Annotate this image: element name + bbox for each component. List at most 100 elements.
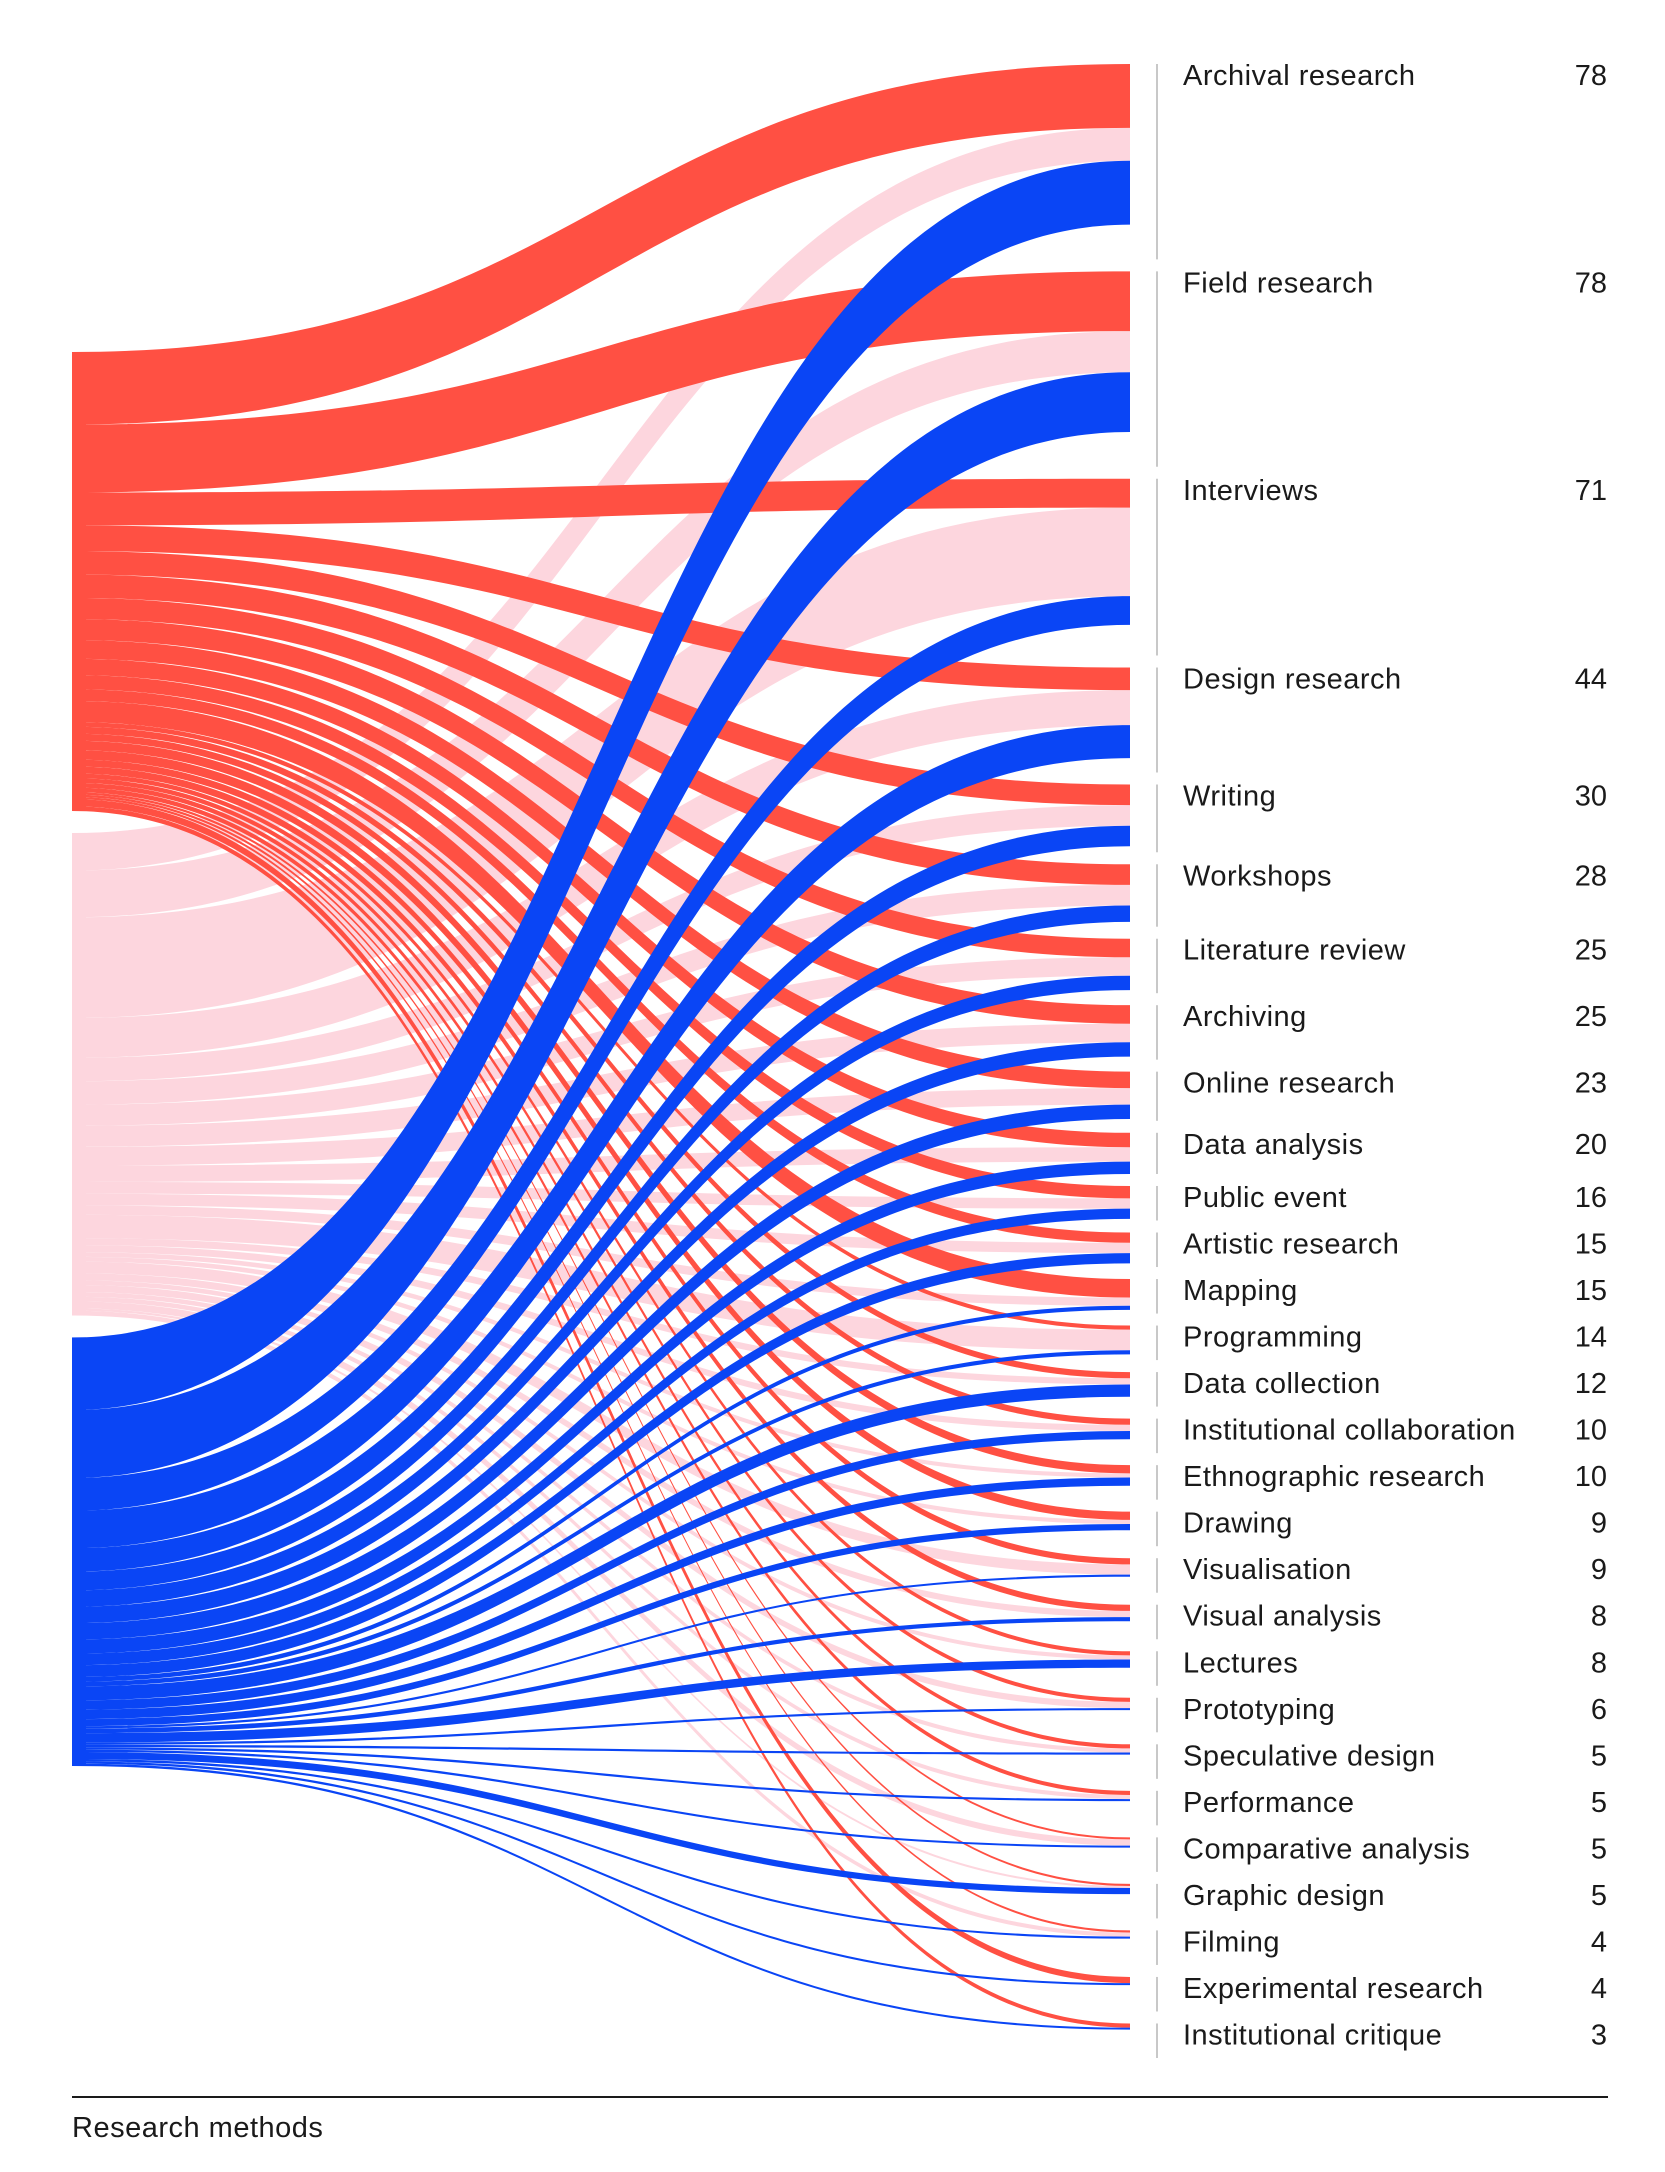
method-label: Prototyping bbox=[1183, 1694, 1335, 1726]
flow-band bbox=[72, 1574, 1130, 1729]
flow-band bbox=[72, 1524, 1130, 1727]
method-label: Institutional collaboration bbox=[1183, 1415, 1516, 1447]
method-label: Interviews bbox=[1183, 475, 1319, 507]
method-count: 4 bbox=[1591, 1973, 1607, 2005]
method-label: Visual analysis bbox=[1183, 1601, 1382, 1633]
method-label: Experimental research bbox=[1183, 1973, 1484, 2005]
flow-band bbox=[72, 1758, 1130, 1939]
method-label: Literature review bbox=[1183, 935, 1406, 967]
flow-band bbox=[72, 1744, 1130, 1755]
flow-band bbox=[72, 690, 1130, 1058]
flow-band bbox=[72, 1238, 1130, 1385]
source-bars bbox=[72, 352, 86, 1766]
flow-band bbox=[72, 740, 1130, 1474]
method-count: 25 bbox=[1575, 935, 1607, 967]
flow-band bbox=[72, 1350, 1130, 1687]
method-count: 23 bbox=[1575, 1068, 1607, 1100]
flow-band bbox=[72, 1659, 1130, 1743]
flow-band bbox=[72, 618, 1130, 1024]
flow-bands bbox=[72, 64, 1130, 2030]
flow-band bbox=[72, 700, 1130, 1298]
method-count: 71 bbox=[1575, 475, 1607, 507]
method-label: Data collection bbox=[1183, 1368, 1381, 1400]
chart-title: Research methods bbox=[72, 2112, 324, 2144]
flow-band bbox=[72, 1292, 1130, 1753]
method-label: Design research bbox=[1183, 664, 1402, 696]
method-label: Lectures bbox=[1183, 1647, 1298, 1679]
method-label: Comparative analysis bbox=[1183, 1833, 1470, 1865]
method-count: 5 bbox=[1591, 1740, 1607, 1772]
footer-rule bbox=[72, 2096, 1608, 2098]
method-label: Archiving bbox=[1183, 1001, 1307, 1033]
flow-band bbox=[72, 825, 1130, 1572]
method-count: 6 bbox=[1591, 1694, 1607, 1726]
method-count: 8 bbox=[1591, 1601, 1607, 1633]
flow-band bbox=[72, 551, 1130, 806]
method-count: 14 bbox=[1575, 1322, 1607, 1354]
method-label: Performance bbox=[1183, 1787, 1355, 1819]
flow-band bbox=[72, 596, 1130, 1511]
method-label: Filming bbox=[1183, 1926, 1280, 1958]
method-count: 15 bbox=[1575, 1229, 1607, 1261]
method-count: 16 bbox=[1575, 1182, 1607, 1214]
method-count: 28 bbox=[1575, 860, 1607, 892]
flow-band bbox=[72, 1161, 1130, 1654]
method-count: 9 bbox=[1591, 1554, 1607, 1586]
method-count: 15 bbox=[1575, 1275, 1607, 1307]
flow-band bbox=[72, 722, 1130, 1330]
flow-band bbox=[72, 905, 1130, 1591]
flow-band bbox=[72, 1384, 1130, 1701]
flow-band bbox=[72, 975, 1130, 1607]
flow-band bbox=[72, 773, 1130, 1656]
source-bar bbox=[72, 352, 86, 812]
flow-band bbox=[72, 574, 1130, 885]
method-label: Drawing bbox=[1183, 1508, 1293, 1540]
source-bar bbox=[72, 1337, 86, 1766]
flow-band bbox=[72, 1273, 1130, 1618]
method-label: Mapping bbox=[1183, 1275, 1298, 1307]
method-count: 5 bbox=[1591, 1787, 1607, 1819]
flow-band bbox=[72, 1761, 1130, 1986]
method-count: 20 bbox=[1575, 1129, 1607, 1161]
flow-band bbox=[72, 372, 1130, 1478]
flow-band bbox=[72, 689, 1130, 1243]
method-label: Artistic research bbox=[1183, 1229, 1399, 1261]
method-count: 44 bbox=[1575, 664, 1607, 696]
method-label: Institutional critique bbox=[1183, 2019, 1442, 2051]
method-count: 12 bbox=[1575, 1368, 1607, 1400]
flow-band bbox=[72, 640, 1130, 1089]
flow-band bbox=[72, 331, 1130, 918]
method-label: Speculative design bbox=[1183, 1740, 1435, 1772]
flow-band bbox=[72, 794, 1130, 1886]
flow-band bbox=[72, 525, 1130, 691]
method-count: 5 bbox=[1591, 1880, 1607, 1912]
flow-band bbox=[72, 1284, 1130, 1709]
method-label: Workshops bbox=[1183, 860, 1332, 892]
method-count: 4 bbox=[1591, 1926, 1607, 1958]
method-label: Writing bbox=[1183, 781, 1276, 813]
method-count: 30 bbox=[1575, 781, 1607, 813]
method-label: Public event bbox=[1183, 1182, 1347, 1214]
flow-band bbox=[72, 1751, 1130, 1895]
flow-band bbox=[72, 1749, 1130, 1848]
flow-band bbox=[72, 1763, 1130, 2030]
flow-band bbox=[72, 1042, 1130, 1624]
method-label: Visualisation bbox=[1183, 1554, 1352, 1586]
flow-band bbox=[72, 1253, 1130, 1678]
flow-band bbox=[72, 1208, 1130, 1666]
method-label: Archival research bbox=[1183, 60, 1416, 92]
flow-band bbox=[72, 782, 1130, 1749]
method-count: 5 bbox=[1591, 1833, 1607, 1865]
flow-band bbox=[72, 1193, 1130, 1254]
flow-band bbox=[72, 799, 1130, 1984]
method-labels: Archival research 78 Field research 78 Inter… bbox=[1183, 60, 1607, 2051]
flow-band bbox=[72, 792, 1130, 1840]
method-label: Field research bbox=[1183, 267, 1374, 299]
flow-band bbox=[72, 1023, 1130, 1147]
flow-band bbox=[72, 64, 1130, 425]
method-label: Graphic design bbox=[1183, 1880, 1385, 1912]
method-count: 25 bbox=[1575, 1001, 1607, 1033]
flow-band bbox=[72, 1747, 1130, 1802]
flow-band bbox=[72, 1430, 1130, 1710]
